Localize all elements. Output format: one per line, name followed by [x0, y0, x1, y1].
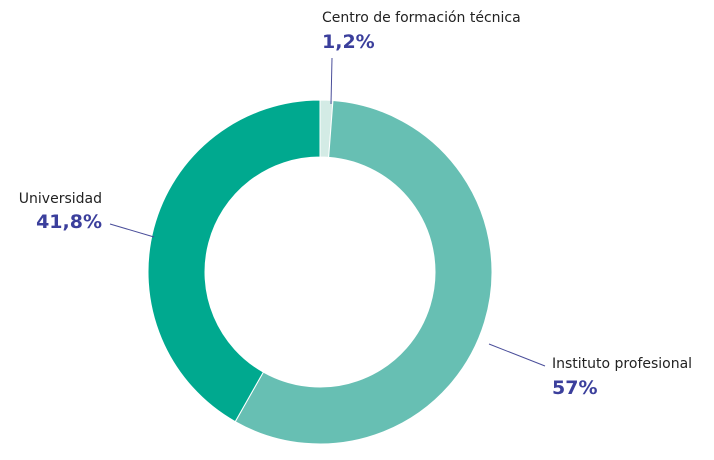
slice-name: Instituto profesional: [552, 356, 692, 372]
slice-value: 57%: [552, 377, 597, 399]
slice-name: Universidad: [19, 191, 102, 207]
slice-name: Centro de formación técnica: [322, 10, 521, 26]
donut-slice: [234, 99, 493, 445]
slice-value: 1,2%: [322, 31, 375, 53]
leader-line: [109, 223, 155, 238]
leader-line: [488, 343, 546, 367]
slice-value: 41,8%: [36, 211, 102, 233]
donut-slice: [147, 99, 321, 423]
leader-line: [330, 57, 333, 105]
